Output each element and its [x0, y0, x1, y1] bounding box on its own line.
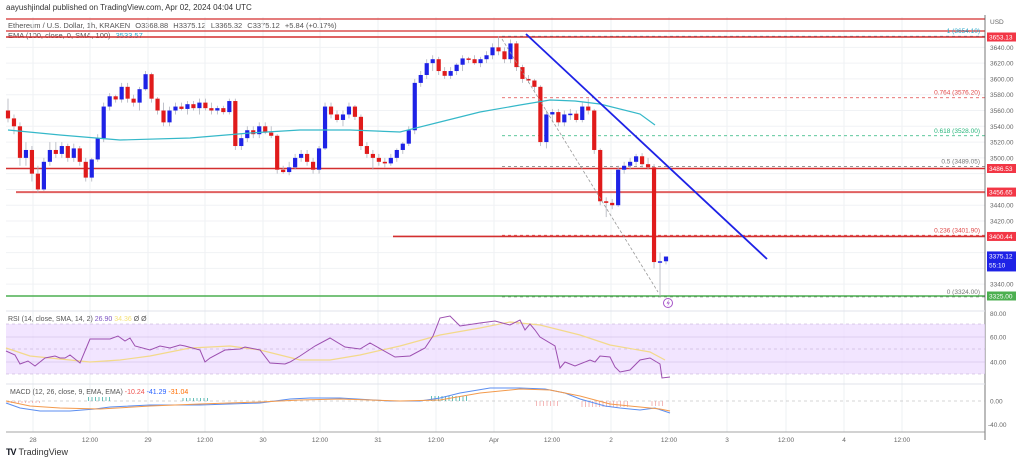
- tradingview-logo-icon: TV: [6, 447, 16, 457]
- svg-text:3375.12: 3375.12: [989, 253, 1013, 260]
- svg-text:12:00: 12:00: [894, 437, 911, 444]
- macd-signal-value: -31.04: [168, 389, 189, 396]
- svg-text:80.00: 80.00: [990, 311, 1007, 318]
- ema-row: EMA (100, close, 0, SMA, 100) 3533.57: [8, 31, 340, 41]
- publisher-info: aayushjindal published on TradingView.co…: [6, 3, 252, 12]
- svg-text:60.00: 60.00: [990, 335, 1007, 342]
- svg-text:2: 2: [609, 437, 613, 444]
- svg-text:3440.00: 3440.00: [990, 203, 1014, 210]
- svg-text:3640.00: 3640.00: [990, 45, 1014, 52]
- svg-text:31: 31: [374, 437, 382, 444]
- rsi-extra-1: Ø: [133, 316, 140, 323]
- svg-text:3500.00: 3500.00: [990, 155, 1014, 162]
- footer: TV TradingView: [6, 447, 68, 457]
- svg-text:29: 29: [144, 437, 152, 444]
- svg-text:3580.00: 3580.00: [990, 92, 1014, 99]
- flash-event-icon[interactable]: [663, 298, 673, 308]
- svg-text:3600.00: 3600.00: [990, 76, 1014, 83]
- macd-label[interactable]: MACD (12, 26, close, 9, EMA, EMA): [10, 389, 123, 396]
- rsi-value: 26.90: [94, 316, 113, 323]
- svg-text:3456.65: 3456.65: [989, 190, 1013, 197]
- macd-legend: MACD (12, 26, close, 9, EMA, EMA) -10.24…: [10, 389, 188, 396]
- svg-text:-40.00: -40.00: [988, 422, 1007, 429]
- svg-text:0.00: 0.00: [990, 399, 1003, 406]
- svg-text:40.00: 40.00: [990, 360, 1007, 367]
- svg-text:3520.00: 3520.00: [990, 140, 1014, 147]
- macd-hist-value: -10.24: [124, 389, 145, 396]
- svg-text:0 (3324.00): 0 (3324.00): [947, 289, 980, 296]
- symbol-label[interactable]: Ethereum / U.S. Dollar, 1h, KRAKEN: [8, 21, 131, 30]
- brand-name: TradingView: [18, 447, 69, 457]
- svg-text:28: 28: [29, 437, 37, 444]
- macd-line-value: -41.29: [146, 389, 167, 396]
- close-value: C3375.12: [247, 21, 280, 30]
- rsi-legend: RSI (14, close, SMA, 14, 2) 26.90 34.36 …: [8, 316, 147, 323]
- svg-text:12:00: 12:00: [197, 437, 214, 444]
- svg-text:12:00: 12:00: [312, 437, 329, 444]
- svg-text:0.618 (3528.00): 0.618 (3528.00): [934, 128, 980, 135]
- svg-text:3560.00: 3560.00: [990, 108, 1014, 115]
- svg-text:0.236 (3401.90): 0.236 (3401.90): [934, 227, 980, 234]
- svg-text:12:00: 12:00: [778, 437, 795, 444]
- rsi-ma-value: 34.36: [114, 316, 132, 323]
- svg-text:Apr: Apr: [489, 437, 500, 444]
- symbol-ohlc-row: Ethereum / U.S. Dollar, 1h, KRAKEN O3368…: [8, 21, 340, 31]
- svg-text:3620.00: 3620.00: [990, 61, 1014, 68]
- svg-text:0.764 (3576.20): 0.764 (3576.20): [934, 90, 980, 97]
- svg-text:3325.00: 3325.00: [989, 294, 1013, 301]
- open-value: O3368.88: [135, 21, 169, 30]
- currency-label[interactable]: USD: [990, 19, 1004, 26]
- svg-text:55:10: 55:10: [989, 262, 1006, 269]
- svg-text:12:00: 12:00: [428, 437, 445, 444]
- change-value: +5.84 (+0.17%): [284, 21, 337, 30]
- svg-text:4: 4: [842, 437, 846, 444]
- rsi-extra-2: Ø: [141, 316, 147, 323]
- main-legend: Ethereum / U.S. Dollar, 1h, KRAKEN O3368…: [8, 21, 340, 41]
- svg-text:30: 30: [259, 437, 267, 444]
- svg-text:0.5 (3489.05): 0.5 (3489.05): [941, 159, 980, 166]
- svg-text:3653.13: 3653.13: [989, 35, 1013, 42]
- svg-text:3340.00: 3340.00: [990, 282, 1014, 289]
- svg-text:1 (3654.10): 1 (3654.10): [947, 28, 980, 35]
- svg-text:3540.00: 3540.00: [990, 124, 1014, 131]
- rsi-label[interactable]: RSI (14, close, SMA, 14, 2): [8, 316, 93, 323]
- svg-text:3420.00: 3420.00: [990, 219, 1014, 226]
- ema-label[interactable]: EMA (100, close, 0, SMA, 100): [8, 31, 111, 40]
- low-value: L3365.32: [210, 21, 243, 30]
- svg-text:3: 3: [725, 437, 729, 444]
- high-value: H3375.12: [173, 21, 206, 30]
- svg-text:12:00: 12:00: [82, 437, 99, 444]
- svg-text:12:00: 12:00: [661, 437, 678, 444]
- svg-text:3400.44: 3400.44: [989, 234, 1013, 241]
- svg-text:3486.53: 3486.53: [989, 166, 1013, 173]
- svg-text:12:00: 12:00: [544, 437, 561, 444]
- ema-value: 3533.57: [115, 31, 143, 40]
